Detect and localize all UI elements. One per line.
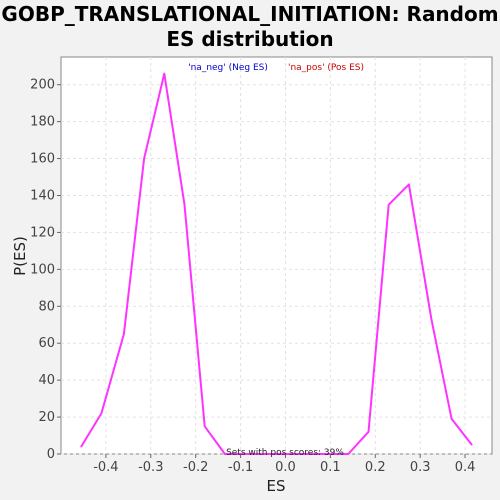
x-axis-ticks: -0.4 -0.3 -0.2 -0.1 0.0 0.1 0.2 0.3 0.4 (93, 454, 475, 475)
series-layer (80, 72, 473, 455)
data-point (183, 203, 186, 206)
data-point (470, 443, 473, 446)
x-tick-label: 0.0 (275, 460, 296, 475)
plot-area (60, 56, 493, 455)
data-point (80, 445, 83, 448)
chart-title-line1: GOBP_TRANSLATIONAL_INITIATION: Random (1, 2, 498, 26)
x-tick-label: 0.4 (455, 460, 476, 475)
y-tick-label: 180 (30, 115, 55, 130)
data-point (284, 453, 287, 455)
y-tick-label: 0 (47, 447, 55, 462)
data-point (244, 453, 246, 455)
y-tick-label: 40 (38, 373, 55, 388)
x-tick-label: 0.2 (365, 460, 386, 475)
data-point (143, 157, 145, 160)
y-tick-label: 140 (30, 188, 55, 203)
data-point (347, 453, 350, 455)
y-axis-ticks: 0 20 40 60 80 100 120 140 160 180 200 (30, 78, 61, 462)
y-tick-label: 200 (30, 78, 55, 93)
data-point (163, 72, 166, 75)
x-tick-label: -0.1 (228, 460, 253, 475)
y-axis-label: P(ES) (11, 236, 29, 276)
es-distribution-line (80, 72, 473, 455)
data-point (224, 453, 226, 455)
data-point (367, 431, 370, 433)
data-point (387, 203, 390, 206)
y-tick-label: 20 (38, 410, 55, 425)
data-point (203, 425, 206, 428)
y-tick-label: 100 (30, 262, 55, 277)
y-tick-label: 80 (38, 299, 55, 314)
data-point (264, 453, 267, 455)
y-tick-label: 60 (38, 336, 55, 351)
data-point (325, 453, 327, 455)
y-tick-label: 160 (30, 152, 55, 167)
data-point (123, 333, 125, 335)
data-point (100, 412, 103, 415)
x-tick-label: -0.3 (138, 460, 163, 475)
data-point (430, 318, 433, 321)
data-point (304, 453, 307, 455)
legend-pos: 'na_pos' (Pos ES) (288, 63, 364, 73)
legend-neg: 'na_neg' (Neg ES) (188, 63, 268, 73)
x-axis-label: ES (267, 477, 286, 495)
grid (61, 57, 492, 455)
x-tick-label: 0.1 (320, 460, 341, 475)
chart-title-line2: ES distribution (166, 27, 333, 51)
x-tick-label: 0.3 (410, 460, 431, 475)
data-point (450, 418, 453, 420)
x-tick-label: -0.4 (93, 460, 118, 475)
y-tick-label: 120 (30, 225, 55, 240)
pos-scores-annotation: Sets with pos scores: 39% (226, 448, 344, 458)
data-point (408, 183, 410, 186)
x-tick-label: -0.2 (183, 460, 208, 475)
